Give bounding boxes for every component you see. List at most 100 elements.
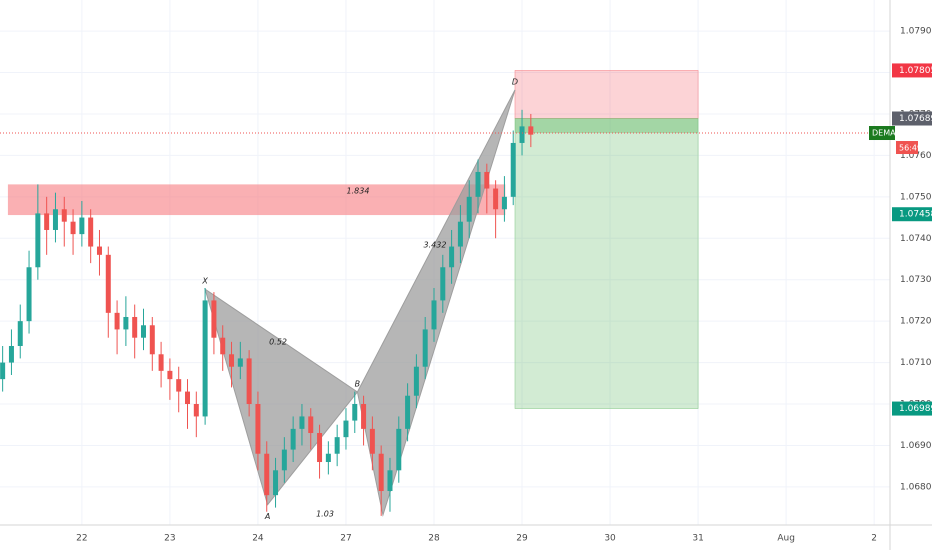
y-tick-label: 1.06800 — [900, 482, 932, 492]
candle-body — [510, 142, 516, 197]
price-badge-label: 1.07805 — [899, 66, 932, 76]
candle-body — [457, 221, 463, 247]
candle-body — [528, 126, 534, 135]
pattern-ratio: 1.03 — [316, 510, 334, 519]
candle-body — [352, 404, 358, 421]
candle-body — [378, 453, 384, 492]
x-tick-label: 2 — [871, 534, 877, 544]
candle-body — [334, 437, 340, 454]
y-tick-label: 1.07200 — [900, 317, 932, 327]
candle-body — [387, 470, 393, 492]
candle-body — [96, 246, 102, 255]
candle-body — [255, 404, 261, 454]
candle-body — [79, 217, 85, 235]
stop-zone — [514, 70, 699, 119]
candle-body — [519, 126, 525, 143]
price-badge — [892, 63, 932, 78]
candle-body — [449, 246, 455, 268]
y-tick-label: 1.07400 — [900, 234, 932, 244]
candle-body — [176, 379, 182, 392]
candle-body — [211, 300, 217, 338]
candle-body — [431, 300, 437, 330]
indicator-badge — [869, 126, 895, 141]
x-tick-label: 24 — [252, 534, 264, 544]
candle-body — [405, 395, 411, 429]
y-tick-label: 1.07900 — [900, 27, 932, 37]
candle-body — [484, 171, 490, 189]
candle-body — [281, 449, 287, 471]
indicator-label: DEMA — [872, 129, 896, 138]
candle-body — [246, 358, 252, 405]
price-badge — [892, 207, 932, 222]
candle-body — [220, 337, 226, 355]
candle-body — [325, 453, 331, 463]
candle-body — [0, 362, 6, 380]
candle-body — [44, 213, 50, 230]
x-tick-label: 30 — [604, 534, 616, 544]
pattern-point-label: A — [264, 512, 270, 521]
candle-body — [361, 404, 367, 429]
x-tick-label: 27 — [340, 534, 351, 544]
candle-body — [229, 354, 235, 367]
candle-body — [61, 209, 67, 222]
candle-body — [149, 325, 155, 355]
candle-body — [26, 267, 32, 322]
candle-body — [440, 267, 446, 301]
y-tick-label: 1.07100 — [900, 358, 932, 368]
candle-body — [317, 433, 323, 463]
candle-body — [299, 416, 305, 429]
candle-body — [422, 329, 428, 367]
candle-body — [202, 300, 208, 417]
candle-body — [501, 196, 507, 210]
candle-body — [493, 188, 499, 210]
axes: 1.068001.069001.070001.071001.072001.073… — [76, 27, 932, 544]
pattern-point-label: X — [201, 277, 208, 286]
pattern-xab — [204, 288, 359, 506]
x-tick-label: 29 — [516, 534, 528, 544]
x-tick-label: 23 — [164, 534, 175, 544]
x-tick-label: Aug — [777, 534, 795, 544]
candle-body — [273, 470, 279, 496]
price-badge — [892, 111, 932, 126]
price-badge-label: 1.06989 — [899, 404, 932, 414]
candle-body — [70, 221, 76, 235]
candle-body — [237, 358, 243, 367]
pattern-ratio: 1.834 — [347, 187, 370, 196]
candle-body — [264, 453, 270, 496]
open-pnl — [514, 118, 699, 134]
candle-body — [413, 366, 419, 396]
target-zone — [514, 118, 699, 409]
countdown-badge — [896, 141, 918, 155]
candle-body — [114, 312, 120, 330]
candle-body — [105, 254, 111, 313]
price-badge-label: 1.07458 — [899, 210, 932, 220]
price-badge-label: 1.07689 — [899, 114, 932, 124]
candle-body — [132, 316, 138, 338]
y-tick-label: 1.07500 — [900, 192, 932, 202]
pattern-point-label: B — [355, 379, 361, 388]
pattern-point-label: D — [512, 77, 518, 86]
candle-body — [475, 171, 481, 197]
plot: X A B D 0.52 1.03 3.432 1.834 — [0, 70, 890, 521]
candle-body — [167, 370, 173, 380]
candle-body — [88, 217, 94, 247]
x-tick-label: 28 — [428, 534, 440, 544]
candle-body — [193, 404, 199, 417]
y-tick-label: 1.07300 — [900, 275, 932, 285]
pattern-ratio: 3.432 — [424, 241, 447, 250]
candle-body — [466, 196, 472, 222]
candle-body — [52, 209, 58, 230]
x-tick-label: 31 — [692, 534, 703, 544]
candle-body — [308, 416, 314, 434]
candle-body — [369, 428, 375, 454]
pattern-ratio: 0.52 — [269, 338, 287, 347]
candle-body — [140, 325, 146, 338]
candle-body — [35, 213, 41, 268]
candle-body — [185, 391, 191, 405]
y-tick-label: 1.07600 — [900, 151, 932, 161]
price-badge — [892, 401, 932, 416]
x-tick-label: 22 — [76, 534, 87, 544]
candle-body — [8, 345, 14, 363]
